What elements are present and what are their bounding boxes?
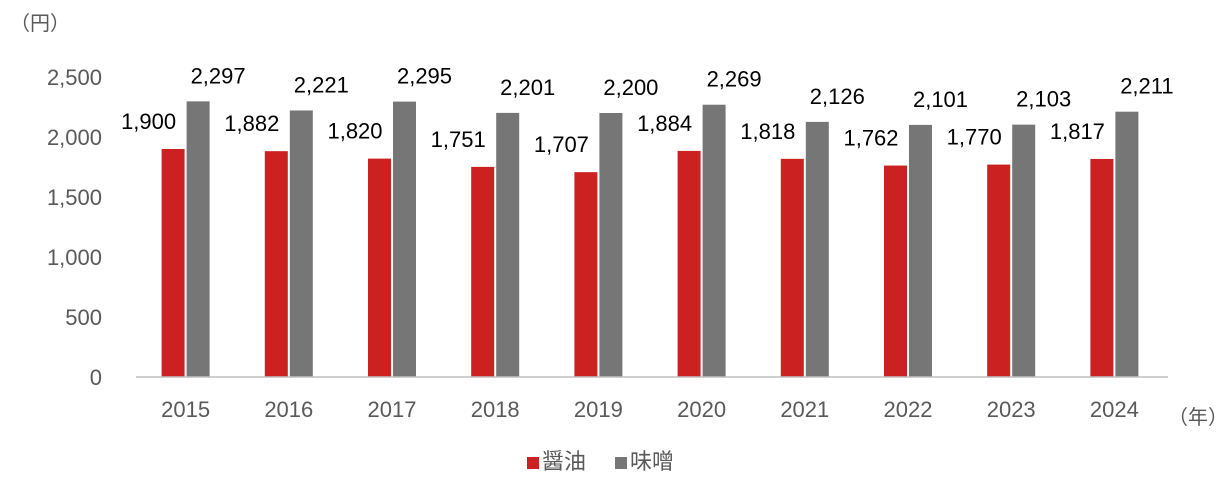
bar-miso [1115,111,1139,378]
data-label-shoyu: 1,751 [431,127,486,152]
y-unit-label: （円） [10,12,70,35]
bar-shoyu [780,158,804,377]
legend-swatch [615,457,627,469]
data-label-shoyu: 1,884 [637,111,692,136]
bar-shoyu [884,165,907,377]
y-axis-ticks: 0 500 1,000 1,500 2,000 2,500 [47,65,102,390]
data-label-shoyu: 1,762 [843,126,898,151]
data-labels: 1,900 2,297 1,882 2,221 1,820 2,295 1,751 2,201… [121,63,1174,157]
x-tick-label: 2018 [471,397,520,422]
bar-miso [1012,124,1036,377]
data-label-miso: 2,126 [810,84,865,109]
x-tick-label: 2021 [780,397,829,422]
bar-shoyu [574,172,598,377]
data-label-shoyu: 1,818 [740,119,795,144]
legend-label: 醤油 [542,449,586,474]
x-axis-ticks: 2015 2016 2017 2018 2019 2020 2021 2022 2023 2024 [161,397,1139,422]
legend-label: 味噌 [630,449,674,474]
bar-shoyu [987,164,1011,377]
data-label-miso: 2,200 [603,75,658,100]
data-label-shoyu: 1,820 [327,119,382,144]
bar-miso [393,101,416,377]
data-label-miso: 2,221 [294,72,349,97]
data-label-miso: 2,201 [500,75,555,100]
data-label-shoyu: 1,900 [121,109,176,134]
legend: 醤油 味噌 [527,449,674,474]
x-tick-label: 2019 [574,397,623,422]
x-tick-label: 2017 [368,397,417,422]
y-tick-label: 2,000 [47,125,102,150]
bar-shoyu [264,151,288,377]
bar-shoyu [368,158,391,377]
y-tick-label: 2,500 [47,65,102,90]
x-tick-label: 2023 [987,397,1036,422]
bar-miso [702,104,726,377]
bar-shoyu [161,149,185,377]
legend-swatch [527,457,539,469]
data-label-miso: 2,101 [913,87,968,112]
y-tick-label: 500 [65,305,102,330]
y-tick-label: 1,000 [47,245,102,270]
x-tick-label: 2015 [161,397,210,422]
bar-miso [186,101,210,378]
data-label-miso: 2,269 [707,67,762,92]
bar-shoyu [471,166,495,377]
data-label-shoyu: 1,817 [1050,119,1105,144]
x-tick-label: 2022 [884,397,933,422]
x-unit-label: （年） [1168,406,1228,429]
bar-miso [496,112,520,377]
y-tick-label: 1,500 [47,185,102,210]
bar-shoyu [677,150,701,377]
data-label-shoyu: 1,882 [224,111,279,136]
x-tick-label: 2020 [677,397,726,422]
bar-miso [805,121,829,377]
x-tick-label: 2024 [1090,397,1139,422]
data-label-miso: 2,103 [1016,87,1071,112]
data-label-shoyu: 1,770 [947,125,1002,150]
data-label-shoyu: 1,707 [534,132,589,157]
bar-miso [909,124,932,377]
data-label-miso: 2,211 [1120,74,1173,99]
bars [161,101,1139,378]
bar-miso [599,113,623,377]
bar-miso [289,110,313,377]
data-label-miso: 2,297 [191,63,246,88]
bar-shoyu [1090,158,1114,377]
y-tick-label: 0 [90,365,102,390]
x-tick-label: 2016 [264,397,313,422]
data-label-miso: 2,295 [397,64,452,89]
